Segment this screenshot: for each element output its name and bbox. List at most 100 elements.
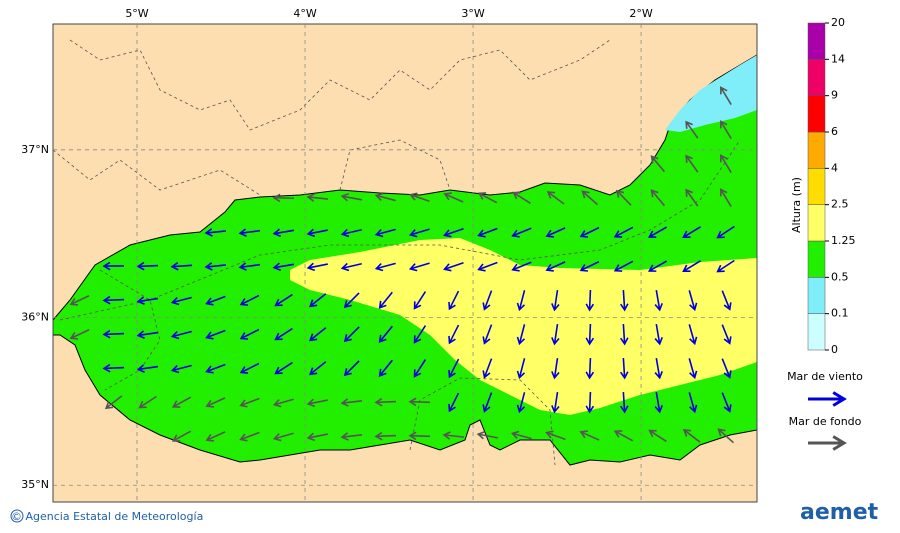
y-tick-label: 35°N <box>21 478 49 491</box>
wave-arrow <box>511 227 532 238</box>
colorbar: Altura (m) 0 0.1 0.5 1.25 2.5 4 6 9 14 20 <box>790 16 856 356</box>
wave-arrow <box>170 262 193 271</box>
legend-label: Mar de viento <box>787 370 863 383</box>
colorbar-segment <box>807 313 826 351</box>
wave-arrow <box>239 397 260 408</box>
wave-arrow <box>688 290 698 312</box>
logo: aemet <box>800 500 879 525</box>
wave-arrow <box>274 293 293 307</box>
wave-arrow <box>408 262 430 272</box>
wave-arrow <box>654 358 663 380</box>
colorbar-segment <box>807 277 826 314</box>
colorbar-label: 9 <box>831 89 838 102</box>
wave-arrow <box>409 192 430 203</box>
wave-arrow <box>69 329 90 340</box>
wave-arrow <box>585 357 595 380</box>
wave-arrow <box>374 397 397 407</box>
wave-arrow <box>443 192 464 203</box>
wave-arrow <box>579 430 600 441</box>
wave-arrow <box>138 395 157 409</box>
wave-arrows <box>69 86 735 444</box>
wave-arrow <box>205 295 226 306</box>
wave-arrow <box>647 260 668 272</box>
wave-arrow <box>239 294 260 306</box>
wave-arrow <box>171 430 192 442</box>
wave-arrow <box>239 328 260 340</box>
legend-arrow <box>808 391 847 407</box>
wave-arrow <box>545 430 566 441</box>
wave-arrow <box>581 190 599 206</box>
wave-arrow <box>721 324 732 345</box>
wave-arrow <box>378 291 393 309</box>
wave-arrow <box>340 398 363 407</box>
colorbar-label: 20 <box>831 16 845 29</box>
wave-arrow <box>510 430 532 440</box>
wave-arrow <box>579 226 600 238</box>
wave-arrow <box>477 227 498 238</box>
colorbar-segment <box>807 168 826 205</box>
wave-arrow <box>378 325 393 343</box>
wave-arrow <box>204 262 227 271</box>
wave-arrow <box>619 391 629 414</box>
wave-arrow <box>477 261 498 272</box>
wave-arrow <box>408 228 430 238</box>
wave-arrow <box>688 358 698 380</box>
wave-arrow <box>613 430 634 442</box>
colorbar-segment <box>807 22 826 60</box>
wave-arrow <box>720 120 732 139</box>
credit: © Agencia Estatal de Meteorología <box>11 510 203 523</box>
wave-arrow <box>102 329 125 339</box>
wave-arrow <box>685 188 699 207</box>
wave-arrow <box>647 226 668 238</box>
wave-arrow <box>102 261 125 271</box>
wave-arrow <box>340 432 363 441</box>
wave-arrow <box>408 397 431 407</box>
wave-arrow <box>272 262 294 271</box>
wave-arrow <box>448 392 460 413</box>
wave-arrow <box>205 397 226 408</box>
wave-arrow <box>682 226 701 239</box>
x-tick-label: 5°W <box>125 7 148 20</box>
wave-arrow <box>551 323 560 346</box>
colorbar-segment <box>807 131 826 169</box>
wave-arrow <box>720 188 732 207</box>
legend-label: Mar de fondo <box>789 415 862 428</box>
wave-arrow <box>102 295 125 305</box>
wave-arrow <box>477 192 498 204</box>
wave-arrow <box>482 324 493 345</box>
wave-arrow <box>340 192 362 202</box>
wave-arrow <box>69 295 90 306</box>
wave-arrow <box>171 396 192 408</box>
wave-arrow <box>650 189 666 207</box>
colorbar-segment <box>807 240 826 278</box>
wave-arrow <box>482 392 493 413</box>
wave-arrow <box>309 293 327 308</box>
x-tick-label: 4°W <box>293 7 316 20</box>
wave-arrow <box>238 228 261 237</box>
wave-arrow <box>448 324 460 345</box>
colorbar-segment <box>807 204 826 242</box>
wave-arrow <box>619 323 629 346</box>
wave-arrow <box>650 155 666 173</box>
x-tick-label: 2°W <box>629 7 652 20</box>
wave-arrow <box>272 398 294 408</box>
wave-arrow <box>721 290 732 311</box>
wave-arrow <box>585 289 595 312</box>
wave-arrow <box>717 428 734 444</box>
wave-arrow <box>413 291 427 310</box>
wave-arrow <box>136 296 159 305</box>
wave-arrow <box>585 391 595 414</box>
wave-arrow <box>413 325 427 344</box>
wave-arrow <box>170 296 192 306</box>
map-frame <box>52 23 758 503</box>
wave-arrow <box>443 228 464 238</box>
y-tick-label: 37°N <box>21 143 49 156</box>
wave-arrow <box>408 431 431 441</box>
colorbar-title: Altura (m) <box>790 177 803 233</box>
wave-arrow <box>448 358 460 379</box>
wave-arrow <box>551 391 560 414</box>
wave-arrow <box>239 431 260 442</box>
wave-arrow <box>136 330 159 339</box>
colorbar-segment <box>807 59 826 96</box>
